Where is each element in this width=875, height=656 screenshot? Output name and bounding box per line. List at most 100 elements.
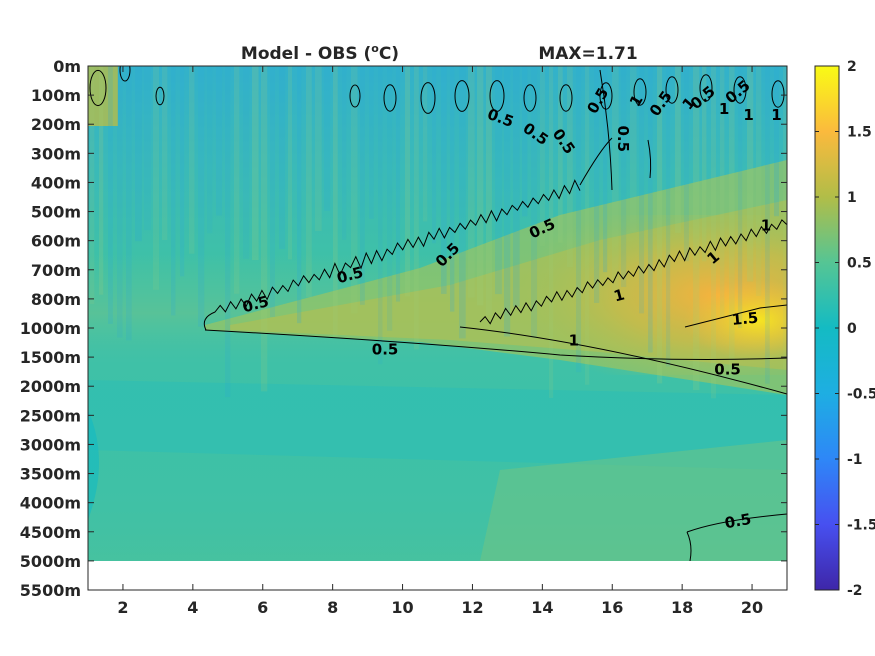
contour-line [203, 179, 581, 331]
texture-streak [648, 66, 653, 353]
texture-streak [495, 66, 502, 295]
texture-streak [459, 66, 466, 339]
y-tick-label: 1500m [20, 348, 81, 367]
y-tick-label: 2500m [20, 406, 81, 425]
texture-streak [144, 66, 151, 231]
contour-line [686, 513, 787, 533]
x-tick-label: 16 [601, 598, 623, 617]
y-tick-label: 700m [31, 261, 81, 280]
colorbar-tick-label: -1 [847, 452, 863, 468]
texture-streak [414, 66, 419, 350]
contour-line [684, 304, 787, 328]
texture-streak [171, 66, 176, 316]
texture-streak [360, 66, 365, 305]
y-tick-label: 800m [31, 290, 81, 309]
contour-eddy [489, 80, 505, 112]
y-tick-label: 2000m [20, 377, 81, 396]
texture-streak [351, 66, 358, 314]
contour-label: 1 [612, 285, 627, 305]
contour-eddy [771, 80, 785, 108]
texture-streak [153, 66, 160, 290]
texture-streak [747, 66, 754, 282]
texture-streak [729, 66, 735, 372]
texture-streak [450, 66, 455, 312]
texture-streak [612, 66, 619, 298]
contour-eddy [349, 84, 361, 108]
contour-eddy [454, 80, 470, 112]
texture-streak [225, 66, 231, 398]
texture-streak [99, 66, 104, 295]
colorbar-tick-label: 2 [847, 59, 857, 75]
texture-streak [117, 66, 123, 338]
y-tick-label: 3000m [20, 435, 81, 454]
texture-streak [567, 66, 573, 268]
texture-streak [531, 66, 538, 338]
texture-streak [657, 66, 663, 384]
contour-eddy [155, 86, 165, 106]
title-superscript: o [371, 42, 379, 55]
contour-label: 1.5 [731, 309, 759, 329]
texture-streak [108, 66, 113, 324]
texture-streak [162, 66, 168, 241]
x-tick-label: 14 [531, 598, 553, 617]
texture-streak [756, 66, 762, 296]
texture-streak [369, 66, 374, 219]
x-tick-label: 6 [257, 598, 268, 617]
x-tick-label: 2 [117, 598, 128, 617]
contour-eddy [119, 66, 131, 82]
contour-eddy [523, 84, 537, 112]
y-tick-label: 5000m [20, 552, 81, 571]
contour-eddy [699, 74, 713, 102]
contour-line [579, 137, 613, 186]
contour-line [459, 326, 787, 395]
colorbar-tick-label: 1 [847, 190, 857, 206]
contour-eddy [559, 84, 573, 112]
texture-streak [594, 66, 600, 303]
contour-label: 0.5 [714, 361, 741, 379]
contour-line [204, 329, 787, 360]
texture-streak [216, 66, 223, 216]
contour-line [686, 531, 692, 561]
texture-streak [252, 66, 259, 261]
texture-streak [513, 66, 520, 307]
x-tick-label: 10 [391, 598, 413, 617]
texture-streak [765, 66, 770, 384]
y-tick-label: 1000m [20, 319, 81, 338]
y-tick-label: 200m [31, 115, 81, 134]
texture-streak [270, 66, 275, 317]
texture-streak [243, 66, 250, 259]
contour-eddy [89, 69, 107, 107]
texture-streak [774, 66, 780, 217]
texture-streak [234, 66, 240, 294]
y-tick-label: 100m [31, 86, 81, 105]
texture-streak [639, 66, 645, 314]
contour-label: 0.5 [372, 340, 399, 358]
chart-title: Model - OBS (oC) [241, 42, 399, 64]
texture-streak [198, 66, 205, 327]
y-tick-label: 4500m [20, 523, 81, 542]
colorbar-tick-label: 0 [847, 321, 857, 337]
texture-streak [693, 66, 700, 391]
texture-streak [675, 66, 681, 233]
texture-streak [207, 66, 213, 234]
texture-streak [738, 66, 743, 329]
texture-streak [558, 66, 563, 243]
contour-label: 1 [771, 106, 781, 124]
texture-streak [189, 66, 195, 254]
texture-streak [423, 66, 428, 222]
texture-streak [630, 66, 637, 232]
texture-streak [486, 66, 492, 316]
y-tick-label: 3500m [20, 465, 81, 484]
texture-streak [549, 66, 554, 398]
max-annotation: MAX=1.71 [538, 44, 637, 64]
contour-label: 0.5 [723, 510, 752, 532]
y-tick-label: 0m [53, 57, 81, 76]
texture-streak [405, 66, 411, 297]
texture-streak [387, 66, 393, 331]
y-tick-label: 400m [31, 173, 81, 192]
texture-streak [585, 66, 590, 385]
texture-streak [306, 66, 312, 298]
texture-streak [603, 66, 608, 273]
texture-streak [315, 66, 322, 232]
